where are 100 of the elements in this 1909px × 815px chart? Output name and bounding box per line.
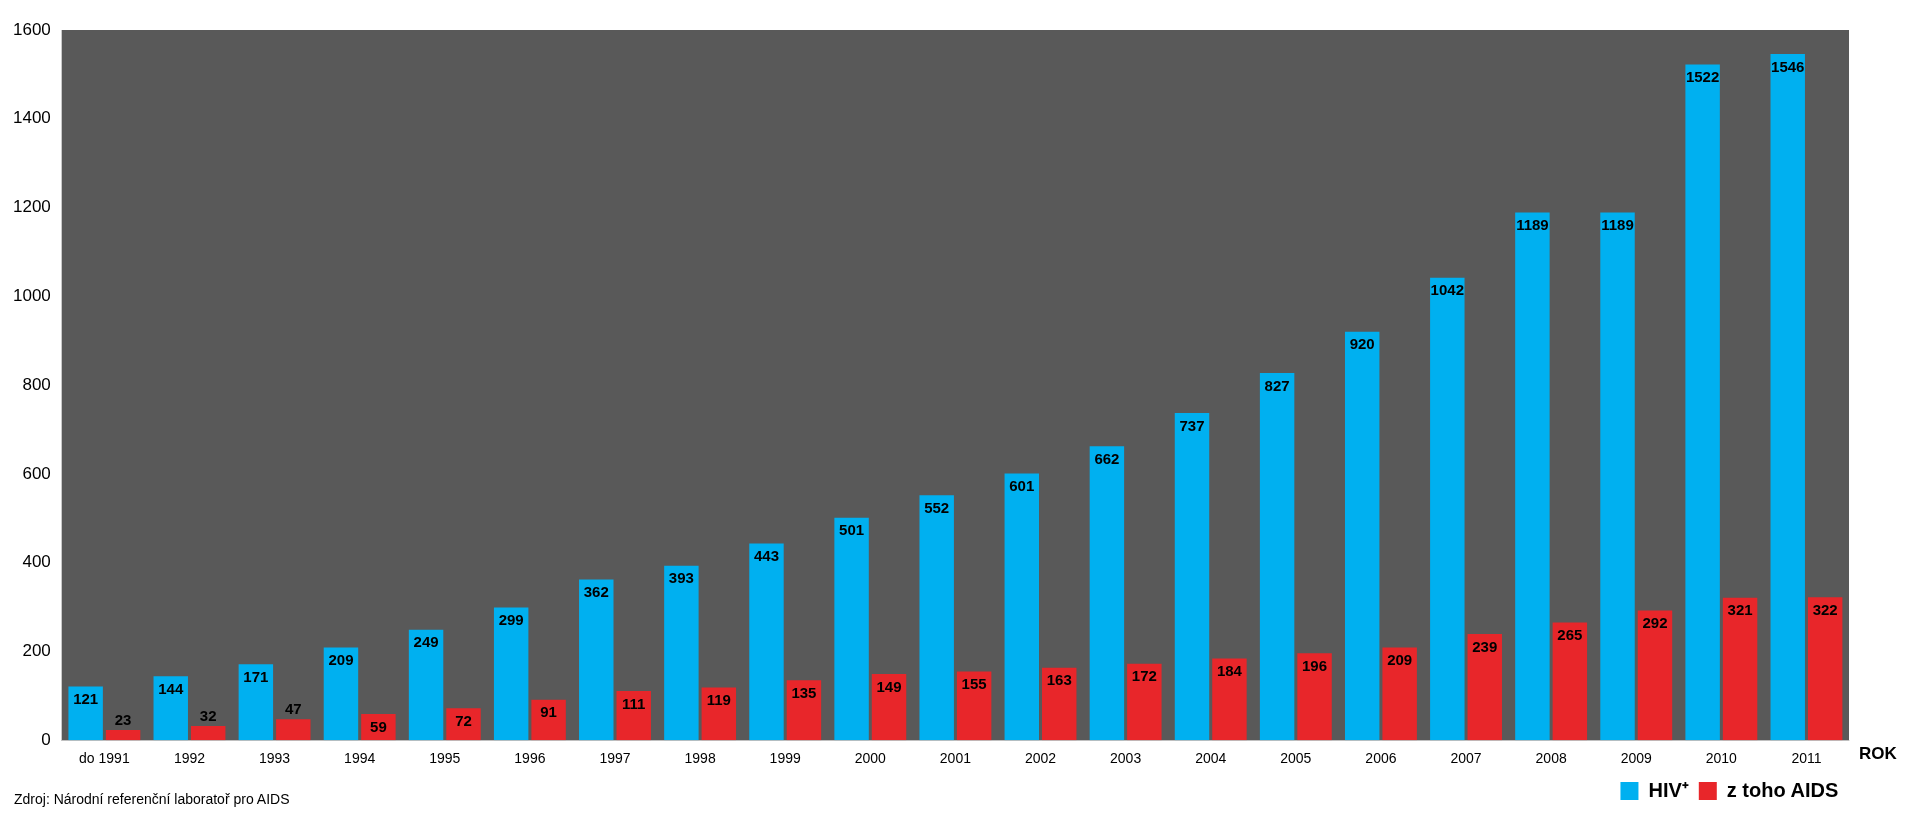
data-label: 827 xyxy=(1264,376,1290,394)
bar xyxy=(1552,622,1588,741)
bar xyxy=(1089,446,1125,741)
x-tick-label: 2011 xyxy=(1791,750,1822,767)
x-tick-label: 1995 xyxy=(429,750,461,767)
y-tick-label: 400 xyxy=(22,552,51,572)
data-label: 662 xyxy=(1094,450,1120,467)
data-label: 1546 xyxy=(1771,57,1805,75)
bar xyxy=(749,543,784,741)
bar xyxy=(701,687,737,741)
x-tick-label: 1996 xyxy=(514,750,546,767)
bar xyxy=(1174,413,1210,741)
bar xyxy=(579,579,614,741)
bar xyxy=(238,664,274,741)
data-label: 501 xyxy=(839,521,865,539)
x-tick-label: 2004 xyxy=(1195,750,1227,767)
x-tick-label: 2008 xyxy=(1535,750,1567,767)
bar xyxy=(276,719,311,741)
data-label: 292 xyxy=(1642,614,1668,632)
data-label: 196 xyxy=(1302,656,1328,674)
data-label: 443 xyxy=(753,547,779,565)
data-label: 149 xyxy=(876,677,902,695)
bar xyxy=(664,565,699,741)
data-label: 121 xyxy=(73,690,99,708)
bar xyxy=(1430,277,1465,741)
bar xyxy=(105,729,141,741)
bar xyxy=(956,671,992,741)
data-label: 209 xyxy=(1387,651,1413,669)
data-label: 135 xyxy=(791,683,817,701)
bar xyxy=(834,517,869,741)
bar xyxy=(1515,212,1550,741)
bar xyxy=(1685,64,1720,741)
x-tick-label: 1993 xyxy=(259,750,291,767)
data-label: 1189 xyxy=(1516,216,1549,234)
data-label: 32 xyxy=(199,706,217,724)
x-tick-label: 1992 xyxy=(173,750,206,767)
x-tick-label: 1998 xyxy=(684,750,716,767)
data-label: 47 xyxy=(284,699,302,717)
x-tick-label: 2009 xyxy=(1620,750,1653,767)
data-label: 72 xyxy=(455,711,472,729)
text: Zdroj: Národní referenční laboratoř pro AIDS xyxy=(14,790,290,807)
bar xyxy=(1637,610,1673,741)
bar xyxy=(531,699,566,741)
bar xyxy=(68,686,103,741)
data-label: 552 xyxy=(924,498,950,516)
data-label: 1522 xyxy=(1685,68,1720,86)
y-tick-label: 0 xyxy=(41,729,51,749)
x-tick-label: 2002 xyxy=(1024,750,1057,767)
y-tick-label: 1400 xyxy=(12,108,51,128)
data-label: 172 xyxy=(1131,667,1157,685)
x-tick-label: do 1991 xyxy=(79,750,130,767)
bar xyxy=(1212,658,1247,741)
y-tick-label: 1600 xyxy=(12,19,51,39)
bar xyxy=(1770,53,1805,741)
y-tick-label: 600 xyxy=(22,463,51,483)
data-label: 119 xyxy=(706,691,731,709)
data-label: 59 xyxy=(370,717,387,735)
x-tick-label: 2003 xyxy=(1110,750,1142,767)
data-label: 144 xyxy=(158,679,184,697)
legend-label: HIV⁺ xyxy=(1648,778,1689,801)
data-label: 321 xyxy=(1727,601,1753,619)
data-label: 920 xyxy=(1349,335,1375,353)
data-label: 299 xyxy=(498,611,524,629)
data-label: 155 xyxy=(961,675,987,693)
data-label: 91 xyxy=(540,703,557,721)
bar xyxy=(1127,663,1162,741)
bar xyxy=(871,674,907,741)
bar xyxy=(616,690,651,741)
data-label: 249 xyxy=(413,633,439,651)
data-label: 1189 xyxy=(1601,216,1634,234)
bar xyxy=(493,607,529,741)
bar xyxy=(1344,331,1380,741)
bar xyxy=(323,647,359,741)
data-label: 171 xyxy=(243,667,269,685)
x-tick-label: 1999 xyxy=(769,750,801,767)
legend-label: z toho AIDS xyxy=(1726,778,1839,801)
data-label: 209 xyxy=(328,651,354,669)
bar xyxy=(919,495,954,741)
y-tick-label: 1000 xyxy=(12,286,51,306)
bar xyxy=(786,680,822,741)
x-tick-label: 2006 xyxy=(1365,750,1397,767)
bar xyxy=(446,708,481,741)
bar xyxy=(1600,212,1635,741)
bar xyxy=(408,629,444,741)
x-tick-label: 2001 xyxy=(939,750,972,767)
bar xyxy=(153,676,188,741)
bar xyxy=(1467,634,1502,741)
bar xyxy=(190,726,226,741)
data-label: 322 xyxy=(1812,600,1838,618)
y-tick-label: 800 xyxy=(22,374,51,394)
data-label: 23 xyxy=(114,710,132,728)
data-label: 393 xyxy=(668,569,694,587)
bar xyxy=(1807,597,1843,741)
x-tick-label: 2010 xyxy=(1705,750,1738,767)
data-label: 265 xyxy=(1557,626,1583,644)
x-tick-label: 2000 xyxy=(854,750,887,767)
data-label: 163 xyxy=(1046,671,1072,689)
bar xyxy=(1297,653,1332,741)
x-axis-title: ROK xyxy=(1859,744,1898,764)
data-label: 239 xyxy=(1472,637,1498,655)
